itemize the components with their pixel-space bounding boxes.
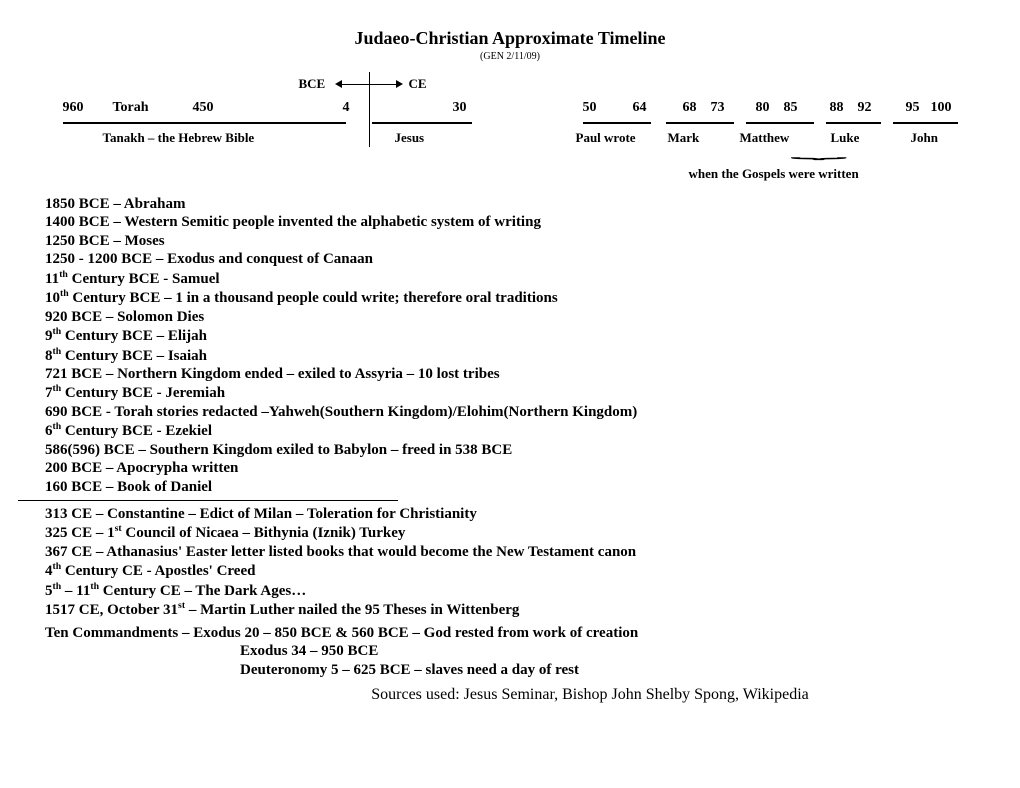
event-bce-item-5: 10th Century BCE – 1 in a thousand peopl… [45,288,975,307]
sources-line: Sources used: Jesus Seminar, Bishop John… [45,686,975,704]
events-bce-list: 1850 BCE – Abraham1400 BCE – Western Sem… [45,195,975,496]
timeline-label-john: John [911,130,938,146]
timeline-bar-3 [666,122,734,124]
era-arrow-right-icon [396,80,403,88]
timeline-tick-8: 73 [711,100,725,116]
era-label-bce: BCE [299,76,326,92]
event-bce-item-1: 1400 BCE – Western Semitic people invent… [45,213,975,231]
timeline-tick-12: 92 [858,100,872,116]
timeline-tick-9: 80 [756,100,770,116]
timeline-tick-2: 450 [193,100,214,116]
era-arrow-left-icon [335,80,342,88]
event-ce-item-4: 5th – 11th Century CE – The Dark Ages… [45,581,975,600]
event-bce-item-7: 9th Century BCE – Elijah [45,326,975,345]
event-bce-item-9: 721 BCE – Northern Kingdom ended – exile… [45,365,975,383]
timeline-bar-0 [63,122,346,124]
event-ce-item-2: 367 CE – Athanasius' Easter letter liste… [45,543,975,561]
timeline-label-mark: Mark [668,130,700,146]
era-divider-tick [369,72,371,147]
event-ce-item-3: 4th Century CE - Apostles' Creed [45,561,975,580]
event-bce-item-8: 8th Century BCE – Isaiah [45,346,975,365]
timeline-tick-5: 50 [583,100,597,116]
era-divider [18,500,398,501]
timeline-label-paul: Paul wrote [576,130,636,146]
event-bce-item-10: 7th Century BCE - Jeremiah [45,383,975,402]
event-bce-item-2: 1250 BCE – Moses [45,232,975,250]
event-bce-item-3: 1250 - 1200 BCE – Exodus and conquest of… [45,250,975,268]
timeline-bar-1 [372,122,472,124]
event-bce-item-12: 6th Century BCE - Ezekiel [45,421,975,440]
timeline-tick-0: 960 [63,100,84,116]
timeline-tick-4: 30 [453,100,467,116]
timeline-label-tanakh: Tanakh – the Hebrew Bible [103,130,255,146]
event-bce-item-4: 11th Century BCE - Samuel [45,269,975,288]
timeline-bar-2 [583,122,651,124]
timeline-label-matthew: Matthew [740,130,790,146]
timeline-tick-7: 68 [683,100,697,116]
timeline-bar-6 [893,122,958,124]
event-bce-item-14: 200 BCE – Apocrypha written [45,459,975,477]
page: Judaeo-Christian Approximate Timeline (G… [0,0,1020,788]
timeline-label-luke: Luke [831,130,860,146]
timeline-tick-6: 64 [633,100,647,116]
timeline-tick-13: 95 [906,100,920,116]
event-bce-item-13: 586(596) BCE – Southern Kingdom exiled t… [45,441,975,459]
timeline-bar-5 [826,122,881,124]
timeline-diagram: BCE CE 960 Torah 450 4 30 50 64 68 73 80 85 88 92 95 100… [63,70,958,185]
timeline-label-jesus: Jesus [395,130,425,146]
page-subtitle: (GEN 2/11/09) [45,51,975,62]
timeline-tick-14: 100 [931,100,952,116]
event-bce-item-11: 690 BCE - Torah stories redacted –Yahweh… [45,403,975,421]
event-bce-item-15: 160 BCE – Book of Daniel [45,478,975,496]
gospels-brace-icon: ⏟ [791,146,841,160]
event-ce-item-1: 325 CE – 1st Council of Nicaea – Bithyni… [45,523,975,542]
timeline-bar-4 [746,122,814,124]
ten-commandments-line3: Deuteronomy 5 – 625 BCE – slaves need a … [45,661,975,680]
timeline-tick-1: Torah [113,100,149,116]
ten-commandments-line1: Ten Commandments – Exodus 20 – 850 BCE &… [45,624,975,642]
page-title: Judaeo-Christian Approximate Timeline [45,28,975,49]
event-ce-item-5: 1517 CE, October 31st – Martin Luther na… [45,600,975,619]
timeline-tick-3: 4 [343,100,350,116]
timeline-tick-10: 85 [784,100,798,116]
timeline-tick-11: 88 [830,100,844,116]
event-ce-item-0: 313 CE – Constantine – Edict of Milan – … [45,505,975,523]
era-label-ce: CE [409,76,427,92]
events-ce-list: 313 CE – Constantine – Edict of Milan – … [45,505,975,620]
ten-commandments-line2: Exodus 34 – 950 BCE [45,642,975,661]
event-bce-item-6: 920 BCE – Solomon Dies [45,308,975,326]
gospels-note: when the Gospels were written [689,166,859,182]
event-bce-item-0: 1850 BCE – Abraham [45,195,975,213]
